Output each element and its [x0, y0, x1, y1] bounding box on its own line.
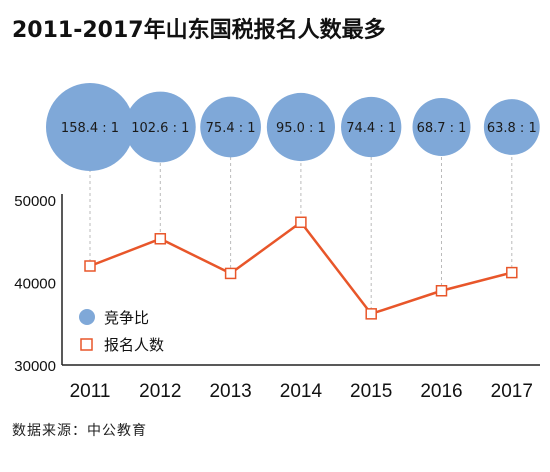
ratio-label: 68.7 : 1	[417, 121, 467, 136]
applicants-point	[84, 260, 96, 272]
legend-bubble-marker	[79, 309, 95, 325]
ratio-label: 74.4 : 1	[346, 121, 396, 136]
ratio-label: 102.6 : 1	[131, 121, 189, 136]
applicants-point	[295, 216, 307, 229]
x-tick-label: 2016	[420, 381, 462, 402]
ratio-bubble	[46, 83, 134, 171]
applicants-point	[224, 267, 237, 280]
ratio-label: 95.0 : 1	[276, 121, 326, 136]
ratio-bubble	[341, 96, 402, 158]
source-note: 数据来源：中公教育	[12, 423, 147, 439]
legend-label: 竞争比	[104, 309, 149, 327]
x-tick-label: 2015	[350, 381, 392, 402]
ratio-label: 63.8 : 1	[487, 121, 537, 136]
x-tick-label: 2011	[70, 381, 111, 402]
axes: 30000 40000 50000 2011 2012 2013 2014 2015 2016 2…	[14, 193, 540, 402]
y-tick-label: 30000	[14, 358, 56, 375]
legend-line-marker	[80, 338, 93, 351]
applicants-point	[365, 308, 377, 320]
x-tick-label: 2014	[280, 381, 323, 402]
competition-ratio-bubbles: 158.4 : 1 102.6 : 1 75.4 : 1 95.0 : 1 74.4 :…	[46, 83, 540, 171]
y-tick-label: 50000	[14, 193, 56, 210]
ratio-label: 75.4 : 1	[206, 121, 256, 136]
ratio-bubble	[412, 98, 471, 156]
applicants-point	[506, 266, 518, 279]
ratio-bubble	[483, 99, 540, 155]
x-tick-label: 2017	[491, 381, 533, 402]
ratio-label: 158.4 : 1	[61, 121, 119, 136]
legend-label: 报名人数	[104, 336, 164, 354]
applicants-point	[154, 233, 167, 245]
ratio-bubble	[124, 91, 196, 163]
applicants-line-series	[84, 216, 518, 320]
x-tick-label: 2013	[209, 381, 251, 402]
chart-title: 2011-2017年山东国税报名人数最多	[12, 18, 386, 43]
ratio-bubble	[200, 96, 261, 158]
ratio-bubble	[266, 92, 335, 162]
applicants-point	[435, 285, 448, 297]
applicants-line	[89, 221, 513, 316]
x-tick-label: 2012	[139, 381, 181, 402]
y-tick-label: 40000	[14, 276, 56, 293]
